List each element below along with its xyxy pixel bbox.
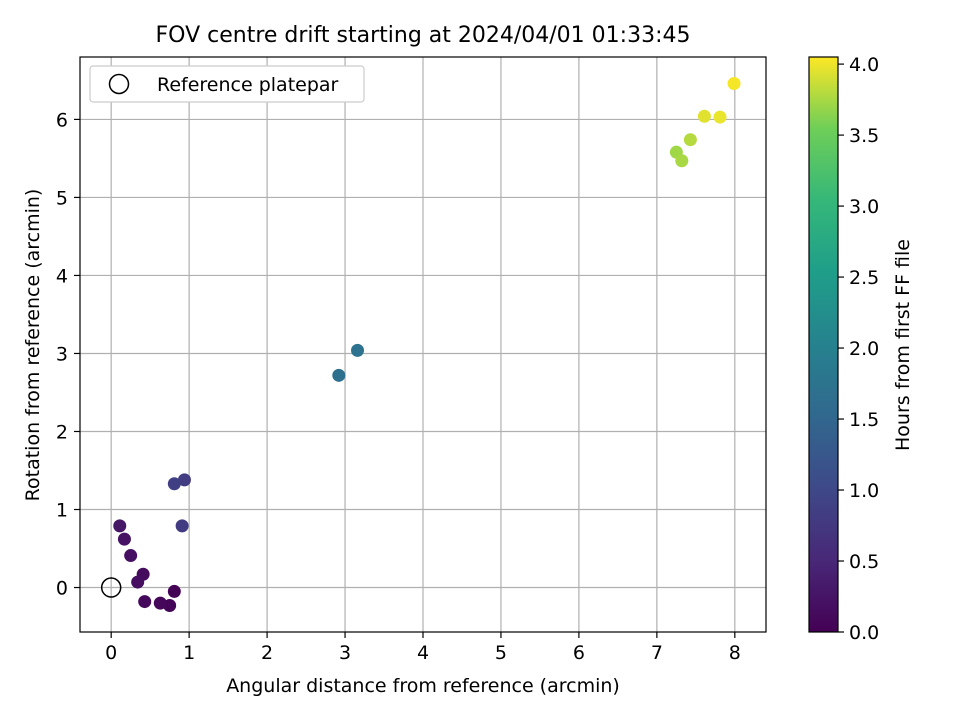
y-tick-label: 4 (56, 265, 68, 287)
colorbar: 0.0 0.5 1.0 1.5 2.0 2.5 3.0 3.5 4.0 Hours from f… (808, 54, 914, 644)
y-tick-label: 5 (56, 187, 68, 209)
x-tick-label: 1 (183, 642, 195, 664)
plot-area-frame (79, 56, 767, 633)
x-tick-label: 0 (105, 642, 117, 664)
data-point (117, 532, 131, 546)
y-tick-label: 3 (56, 343, 68, 365)
chart-title: FOV centre drift starting at 2024/04/01 … (156, 23, 691, 48)
data-point (727, 77, 741, 91)
colorbar-tick-label: 2.5 (849, 267, 879, 289)
y-tick-label: 0 (56, 578, 68, 600)
y-tick-label: 6 (56, 109, 68, 131)
y-axis-label: Rotation from reference (arcmin) (22, 189, 44, 502)
legend: Reference platepar (89, 65, 365, 103)
grid-lines (80, 57, 766, 632)
reference-platepar-marker (100, 577, 122, 598)
axis-ticks: 0 1 2 3 4 5 6 7 8 0 1 2 3 4 5 6 (56, 109, 741, 664)
colorbar-tick-label: 3.5 (849, 125, 879, 147)
colorbar-tick-label: 1.0 (849, 480, 879, 502)
colorbar-tick-label: 3.0 (849, 196, 879, 218)
data-point (175, 519, 189, 533)
scatter-points (113, 77, 741, 612)
colorbar-tick-label: 0.5 (849, 551, 879, 573)
data-point (131, 575, 145, 589)
colorbar-tick-label: 2.0 (849, 338, 879, 360)
data-point (138, 595, 152, 609)
x-tick-label: 6 (573, 642, 585, 664)
data-point (113, 519, 127, 533)
data-point (177, 473, 191, 487)
x-tick-label: 4 (417, 642, 429, 664)
data-point (167, 584, 181, 598)
data-point (713, 110, 727, 124)
colorbar-tick-label: 4.0 (849, 54, 879, 76)
data-point (675, 154, 689, 168)
x-axis-label: Angular distance from reference (arcmin) (226, 675, 620, 697)
x-tick-label: 8 (729, 642, 741, 664)
x-tick-label: 7 (651, 642, 663, 664)
colorbar-label: Hours from first FF file (892, 239, 914, 451)
data-point (332, 368, 346, 382)
colorbar-tick-label: 1.5 (849, 409, 879, 431)
y-tick-label: 1 (56, 500, 68, 522)
data-point (124, 549, 138, 563)
data-point (153, 596, 167, 610)
data-point (167, 477, 181, 491)
x-tick-label: 2 (261, 642, 273, 664)
colorbar-gradient (808, 56, 839, 633)
x-tick-label: 5 (495, 642, 507, 664)
colorbar-ticks: 0.0 0.5 1.0 1.5 2.0 2.5 3.0 3.5 4.0 (838, 54, 879, 644)
data-point (351, 343, 365, 357)
y-tick-label: 2 (56, 421, 68, 443)
x-tick-label: 3 (339, 642, 351, 664)
legend-open-circle-icon (108, 73, 130, 95)
legend-box (89, 65, 365, 103)
legend-label-reference-platepar: Reference platepar (157, 74, 339, 96)
data-point (697, 109, 711, 123)
colorbar-tick-label: 0.0 (849, 622, 879, 644)
data-point (683, 133, 697, 147)
